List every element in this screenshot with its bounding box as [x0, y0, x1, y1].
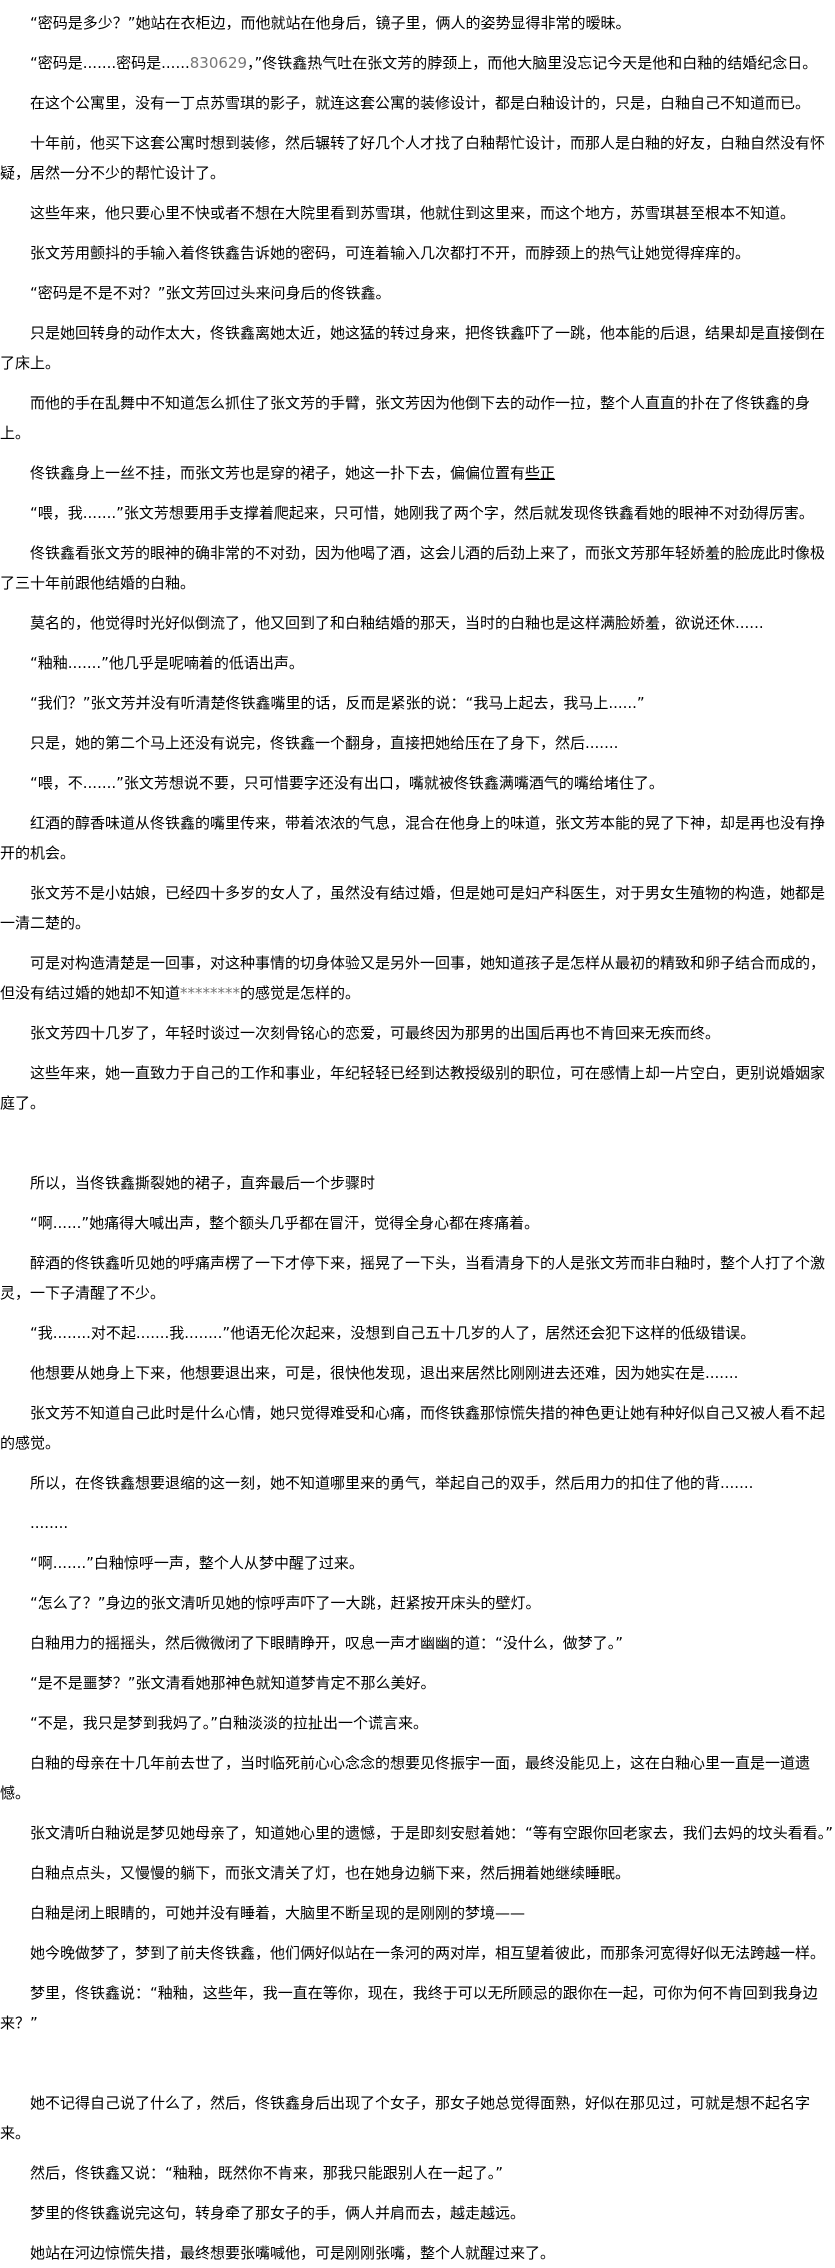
blank-paragraph: [0, 1128, 835, 1158]
paragraph: 所以，当佟铁鑫撕裂她的裙子，直奔最后一个步骤时: [0, 1168, 835, 1198]
paragraph: 张文芳不知道自己此时是什么心情，她只觉得难受和心痛，而佟铁鑫那惊慌失措的神色更让…: [0, 1398, 835, 1458]
paragraph-text: 白釉用力的摇摇头，然后微微闭了下眼睛睁开，叹息一声才幽幽的道：“没什么，做梦了。…: [30, 1634, 624, 1652]
paragraph-text: 红酒的醇香味道从佟铁鑫的嘴里传来，带着浓浓的气息，混合在他身上的味道，张文芳本能…: [0, 814, 826, 862]
paragraph: 她站在河边惊慌失措，最终想要张嘴喊他，可是刚刚张嘴，整个人就醒过来了。: [0, 2238, 835, 2268]
paragraph: 梦里，佟铁鑫说：“釉釉，这些年，我一直在等你，现在，我终于可以无所顾忌的跟你在一…: [0, 1978, 835, 2038]
paragraph-text: 张文芳四十几岁了，年轻时谈过一次刻骨铭心的恋爱，可最终因为那男的出国后再也不肯回…: [30, 1024, 721, 1042]
paragraph-text: 佟铁鑫身上一丝不挂，而张文芳也是穿的裙子，她这一扑下去，偏偏位置有: [30, 464, 526, 482]
paragraph-text: “密码是多少？”她站在衣柜边，而他就站在他身后，镜子里，俩人的姿势显得非常的暧昧…: [30, 14, 631, 32]
paragraph-text: 她不记得自己说了什么了，然后，佟铁鑫身后出现了个女子，那女子她总觉得面熟，好似在…: [0, 2094, 811, 2142]
blank-paragraph: [0, 2048, 835, 2078]
paragraph: “我们？”张文芳并没有听清楚佟铁鑫嘴里的话，反而是紧张的说：“我马上起去，我马上…: [0, 688, 835, 718]
paragraph: ........: [0, 1508, 835, 1538]
paragraph: 他想要从她身上下来，他想要退出来，可是，很快他发现，退出来居然比刚刚进去还难，因…: [0, 1358, 835, 1388]
paragraph: 这些年来，他只要心里不快或者不想在大院里看到苏雪琪，他就住到这里来，而这个地方，…: [0, 198, 835, 228]
paragraph: 醉酒的佟铁鑫听见她的呼痛声楞了一下才停下来，摇晃了一下头，当看清身下的人是张文芳…: [0, 1248, 835, 1308]
paragraph-text: 白釉的母亲在十几年前去世了，当时临死前心心念念的想要见佟振宇一面，最终没能见上，…: [0, 1754, 811, 1802]
paragraph-text: ，”佟铁鑫热气吐在张文芳的脖颈上，而他大脑里没忘记今天是他和白釉的结婚纪念日。: [247, 54, 818, 72]
paragraph: 红酒的醇香味道从佟铁鑫的嘴里传来，带着浓浓的气息，混合在他身上的味道，张文芳本能…: [0, 808, 835, 868]
paragraph-text: 莫名的，他觉得时光好似倒流了，他又回到了和白釉结婚的那天，当时的白釉也是这样满脸…: [30, 614, 764, 632]
paragraph: 佟铁鑫身上一丝不挂，而张文芳也是穿的裙子，她这一扑下去，偏偏位置有些正: [0, 458, 835, 488]
paragraph-text: 所以，在佟铁鑫想要退缩的这一刻，她不知道哪里来的勇气，举起自己的双手，然后用力的…: [30, 1474, 754, 1492]
paragraph-text: 梦里的佟铁鑫说完这句，转身牵了那女子的手，俩人并肩而去，越走越远。: [30, 2204, 526, 2222]
paragraph-text: 然后，佟铁鑫又说：“釉釉，既然你不肯来，那我只能跟别人在一起了。”: [30, 2164, 504, 2182]
paragraph-text: 所以，当佟铁鑫撕裂她的裙子，直奔最后一个步骤时: [30, 1174, 376, 1192]
paragraph-text: “我........对不起.......我........”他语无伦次起来，没想…: [30, 1324, 756, 1342]
paragraph-text: 他想要从她身上下来，他想要退出来，可是，很快他发现，退出来居然比刚刚进去还难，因…: [30, 1364, 739, 1382]
paragraph-text: 十年前，他买下这套公寓时想到装修，然后辗转了好几个人才找了白釉帮忙设计，而那人是…: [0, 134, 826, 182]
paragraph: 佟铁鑫看张文芳的眼神的确非常的不对劲，因为他喝了酒，这会儿酒的后劲上来了，而张文…: [0, 538, 835, 598]
paragraph: 白釉点点头，又慢慢的躺下，而张文清关了灯，也在她身边躺下来，然后拥着她继续睡眠。: [0, 1858, 835, 1888]
paragraph-text: 张文芳不是小姑娘，已经四十多岁的女人了，虽然没有结过婚，但是她可是妇产科医生，对…: [0, 884, 826, 932]
paragraph: 这些年来，她一直致力于自己的工作和事业，年纪轻轻已经到达教授级别的职位，可在感情…: [0, 1058, 835, 1118]
paragraph: “啊.......”白釉惊呼一声，整个人从梦中醒了过来。: [0, 1548, 835, 1578]
paragraph-text: 这些年来，她一直致力于自己的工作和事业，年纪轻轻已经到达教授级别的职位，可在感情…: [0, 1064, 826, 1112]
paragraph-text: 这些年来，他只要心里不快或者不想在大院里看到苏雪琪，他就住到这里来，而这个地方，…: [30, 204, 796, 222]
paragraph-text: “不是，我只是梦到我妈了。”白釉淡淡的拉扯出一个谎言来。: [30, 1714, 429, 1732]
paragraph-text: “密码是不是不对？”张文芳回过头来问身后的佟铁鑫。: [30, 284, 391, 302]
paragraph: 白釉是闭上眼睛的，可她并没有睡着，大脑里不断呈现的是刚刚的梦境——: [0, 1898, 835, 1928]
paragraph: “我........对不起.......我........”他语无伦次起来，没想…: [0, 1318, 835, 1348]
underlined-text: 些正: [525, 464, 556, 482]
paragraph: 而他的手在乱舞中不知道怎么抓住了张文芳的手臂，张文芳因为他倒下去的动作一拉，整个…: [0, 388, 835, 448]
paragraph: “啊......”她痛得大喊出声，整个额头几乎都在冒汗，觉得全身心都在疼痛着。: [0, 1208, 835, 1238]
paragraph: “釉釉.......”他几乎是呢喃着的低语出声。: [0, 648, 835, 678]
paragraph-text: “喂，我.......”张文芳想要用手支撑着爬起来，只可惜，她刚我了两个字，然后…: [30, 504, 814, 522]
paragraph-text: 白釉是闭上眼睛的，可她并没有睡着，大脑里不断呈现的是刚刚的梦境——: [30, 1904, 526, 1922]
paragraph: 然后，佟铁鑫又说：“釉釉，既然你不肯来，那我只能跟别人在一起了。”: [0, 2158, 835, 2188]
muted-text: 830629: [189, 54, 248, 72]
paragraph-text: 的感觉是怎样的。: [240, 984, 361, 1002]
paragraph-text: 她今晚做梦了，梦到了前夫佟铁鑫，他们俩好似站在一条河的两对岸，相互望着彼此，而那…: [30, 1944, 826, 1962]
paragraph-text: “密码是.......密码是......: [30, 54, 190, 72]
paragraph: 可是对构造清楚是一回事，对这种事情的切身体验又是另外一回事，她知道孩子是怎样从最…: [0, 948, 835, 1008]
paragraph-text: “啊.......”白釉惊呼一声，整个人从梦中醒了过来。: [30, 1554, 364, 1572]
paragraph: 她今晚做梦了，梦到了前夫佟铁鑫，他们俩好似站在一条河的两对岸，相互望着彼此，而那…: [0, 1938, 835, 1968]
paragraph-text: ........: [30, 1514, 69, 1532]
paragraph: “密码是多少？”她站在衣柜边，而他就站在他身后，镜子里，俩人的姿势显得非常的暧昧…: [0, 8, 835, 38]
paragraph: 张文芳四十几岁了，年轻时谈过一次刻骨铭心的恋爱，可最终因为那男的出国后再也不肯回…: [0, 1018, 835, 1048]
paragraph-text: 白釉点点头，又慢慢的躺下，而张文清关了灯，也在她身边躺下来，然后拥着她继续睡眠。: [30, 1864, 631, 1882]
paragraph-text: 只是她回转身的动作太大，佟铁鑫离她太近，她这猛的转过身来，把佟铁鑫吓了一跳，他本…: [0, 324, 826, 372]
paragraph-text: “喂，不.......”张文芳想说不要，只可惜要字还没有出口，嘴就被佟铁鑫满嘴酒…: [30, 774, 664, 792]
muted-text: ********: [180, 984, 241, 1002]
paragraph: 莫名的，他觉得时光好似倒流了，他又回到了和白釉结婚的那天，当时的白釉也是这样满脸…: [0, 608, 835, 638]
paragraph-text: 醉酒的佟铁鑫听见她的呼痛声楞了一下才停下来，摇晃了一下头，当看清身下的人是张文芳…: [0, 1254, 826, 1302]
paragraph: 梦里的佟铁鑫说完这句，转身牵了那女子的手，俩人并肩而去，越走越远。: [0, 2198, 835, 2228]
paragraph: 十年前，他买下这套公寓时想到装修，然后辗转了好几个人才找了白釉帮忙设计，而那人是…: [0, 128, 835, 188]
paragraph-text: “是不是噩梦？”张文清看她那神色就知道梦肯定不那么美好。: [30, 1674, 436, 1692]
paragraph: “密码是不是不对？”张文芳回过头来问身后的佟铁鑫。: [0, 278, 835, 308]
paragraph: 只是她回转身的动作太大，佟铁鑫离她太近，她这猛的转过身来，把佟铁鑫吓了一跳，他本…: [0, 318, 835, 378]
paragraph: 白釉的母亲在十几年前去世了，当时临死前心心念念的想要见佟振宇一面，最终没能见上，…: [0, 1748, 835, 1808]
paragraph: 只是，她的第二个马上还没有说完，佟铁鑫一个翻身，直接把她给压在了身下，然后...…: [0, 728, 835, 758]
paragraph: 张文芳用颤抖的手输入着佟铁鑫告诉她的密码，可连着输入几次都打不开，而脖颈上的热气…: [0, 238, 835, 268]
paragraph-text: “啊......”她痛得大喊出声，整个额头几乎都在冒汗，觉得全身心都在疼痛着。: [30, 1214, 540, 1232]
paragraph: “怎么了？”身边的张文清听见她的惊呼声吓了一大跳，赶紧按开床头的壁灯。: [0, 1588, 835, 1618]
paragraph: “是不是噩梦？”张文清看她那神色就知道梦肯定不那么美好。: [0, 1668, 835, 1698]
paragraph-text: 佟铁鑫看张文芳的眼神的确非常的不对劲，因为他喝了酒，这会儿酒的后劲上来了，而张文…: [0, 544, 826, 592]
paragraph-text: 张文芳不知道自己此时是什么心情，她只觉得难受和心痛，而佟铁鑫那惊慌失措的神色更让…: [0, 1404, 826, 1452]
paragraph-text: 可是对构造清楚是一回事，对这种事情的切身体验又是另外一回事，她知道孩子是怎样从最…: [0, 954, 826, 1002]
paragraph-text: 张文清听白釉说是梦见她母亲了，知道她心里的遗憾，于是即刻安慰着她：“等有空跟你回…: [30, 1824, 834, 1842]
paragraph-text: 只是，她的第二个马上还没有说完，佟铁鑫一个翻身，直接把她给压在了身下，然后...…: [30, 734, 619, 752]
paragraph-text: 她站在河边惊慌失措，最终想要张嘴喊他，可是刚刚张嘴，整个人就醒过来了。: [30, 2244, 556, 2262]
paragraph: 她不记得自己说了什么了，然后，佟铁鑫身后出现了个女子，那女子她总觉得面熟，好似在…: [0, 2088, 835, 2148]
paragraph-text: “釉釉.......”他几乎是呢喃着的低语出声。: [30, 654, 304, 672]
paragraph: 所以，在佟铁鑫想要退缩的这一刻，她不知道哪里来的勇气，举起自己的双手，然后用力的…: [0, 1468, 835, 1498]
paragraph: 张文清听白釉说是梦见她母亲了，知道她心里的遗憾，于是即刻安慰着她：“等有空跟你回…: [0, 1818, 835, 1848]
paragraph: 白釉用力的摇摇头，然后微微闭了下眼睛睁开，叹息一声才幽幽的道：“没什么，做梦了。…: [0, 1628, 835, 1658]
paragraph-text: 张文芳用颤抖的手输入着佟铁鑫告诉她的密码，可连着输入几次都打不开，而脖颈上的热气…: [30, 244, 751, 262]
paragraph-text: “我们？”张文芳并没有听清楚佟铁鑫嘴里的话，反而是紧张的说：“我马上起去，我马上…: [30, 694, 645, 712]
paragraph-text: 在这个公寓里，没有一丁点苏雪琪的影子，就连这套公寓的装修设计，都是白釉设计的，只…: [30, 94, 811, 112]
paragraph-text: 而他的手在乱舞中不知道怎么抓住了张文芳的手臂，张文芳因为他倒下去的动作一拉，整个…: [0, 394, 811, 442]
paragraph-text: 梦里，佟铁鑫说：“釉釉，这些年，我一直在等你，现在，我终于可以无所顾忌的跟你在一…: [0, 1984, 818, 2032]
paragraph: “喂，我.......”张文芳想要用手支撑着爬起来，只可惜，她刚我了两个字，然后…: [0, 498, 835, 528]
paragraph: 张文芳不是小姑娘，已经四十多岁的女人了，虽然没有结过婚，但是她可是妇产科医生，对…: [0, 878, 835, 938]
paragraph: “喂，不.......”张文芳想说不要，只可惜要字还没有出口，嘴就被佟铁鑫满嘴酒…: [0, 768, 835, 798]
paragraph: 在这个公寓里，没有一丁点苏雪琪的影子，就连这套公寓的装修设计，都是白釉设计的，只…: [0, 88, 835, 118]
paragraph: “密码是.......密码是......830629，”佟铁鑫热气吐在张文芳的脖…: [0, 48, 835, 78]
paragraph: “不是，我只是梦到我妈了。”白釉淡淡的拉扯出一个谎言来。: [0, 1708, 835, 1738]
paragraph-text: “怎么了？”身边的张文清听见她的惊呼声吓了一大跳，赶紧按开床头的壁灯。: [30, 1594, 541, 1612]
